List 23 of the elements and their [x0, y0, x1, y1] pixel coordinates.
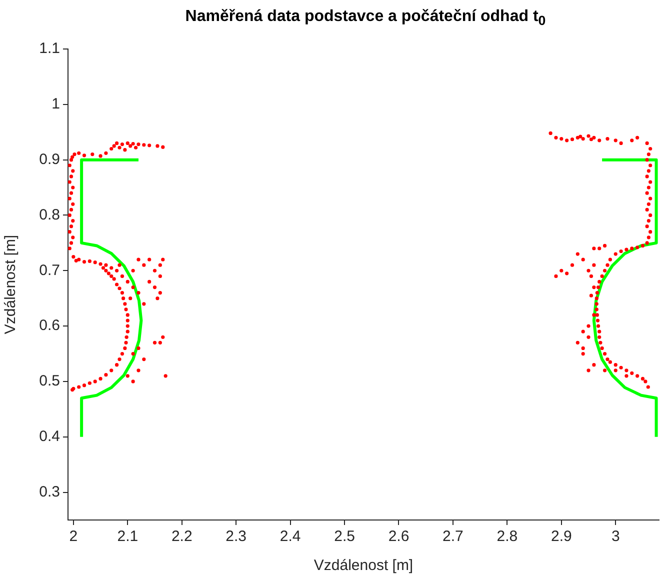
x-tick-label: 2	[69, 528, 78, 546]
y-tick-label: 0.6	[39, 317, 60, 334]
x-tick-label: 3	[611, 528, 620, 546]
x-tick-label: 2.8	[496, 528, 518, 546]
x-tick-label: 2.5	[334, 528, 355, 546]
y-tick-label: 0.9	[39, 150, 60, 168]
x-axis-title: Vzdálenost [m]	[314, 557, 414, 574]
x-tick-label: 2.9	[550, 528, 572, 546]
y-tick-label: 0.3	[39, 483, 60, 500]
y-tick-label: 1.1	[39, 40, 60, 58]
x-tick-label: 2.7	[442, 528, 464, 546]
x-tick-label: 2.3	[226, 528, 247, 546]
y-tick-label: 1	[52, 96, 60, 113]
y-tick-label: 0.5	[39, 372, 60, 390]
x-tick-label: 2.6	[388, 528, 410, 546]
y-tick-label: 0.7	[39, 262, 60, 279]
x-tick-label: 2.4	[280, 528, 301, 546]
y-tick-label: 0.4	[39, 428, 60, 446]
y-axis-title: Vzdálenost [m]	[2, 234, 20, 334]
x-tick-label: 2.2	[171, 528, 192, 546]
chart-title: Naměřená data podstavce a počáteční odhad t$_{0}$	[184, 8, 547, 28]
x-tick-label: 2.1	[117, 528, 138, 546]
y-tick-label: 0.8	[39, 206, 60, 224]
